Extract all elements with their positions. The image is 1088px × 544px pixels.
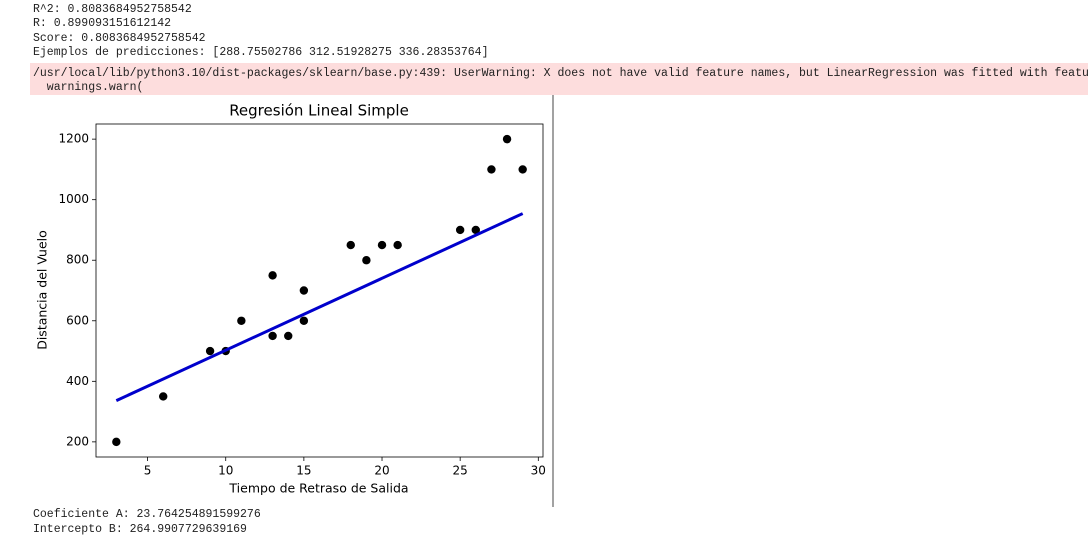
plot-frame <box>95 123 544 458</box>
data-point <box>393 240 402 250</box>
data-point <box>471 225 480 235</box>
data-point <box>112 437 121 447</box>
data-point <box>502 134 512 144</box>
data-point <box>346 240 355 250</box>
warning-line: /usr/local/lib/python3.10/dist-packages/… <box>33 67 1088 80</box>
data-point <box>377 240 387 250</box>
chart-title: Regresión Lineal Simple <box>229 102 409 120</box>
data-point <box>487 165 496 174</box>
x-tick-label: 5 <box>144 464 152 478</box>
y-axis-label: Distancia del Vuelo <box>35 230 50 350</box>
x-tick-label: 30 <box>531 464 546 478</box>
y-tick-label: 600 <box>66 313 89 327</box>
output-line: Intercepto B: 264.9907729639169 <box>33 523 247 536</box>
output-line: Coeficiente A: 23.764254891599276 <box>33 508 261 521</box>
data-point <box>455 225 465 235</box>
data-point <box>362 256 371 265</box>
data-point <box>237 316 246 325</box>
regression-line <box>115 212 524 402</box>
data-point <box>518 165 527 174</box>
data-point <box>299 286 309 295</box>
output-line: R^2: 0.8083684952758542 <box>33 3 192 16</box>
y-tick-label: 400 <box>66 374 89 388</box>
y-tick-label: 800 <box>66 253 89 267</box>
data-point <box>299 316 309 325</box>
data-point <box>268 331 277 341</box>
data-point <box>268 271 277 280</box>
x-tick-label: 10 <box>218 464 233 478</box>
warning-box <box>30 63 1088 95</box>
output-line: R: 0.899093151612142 <box>33 17 171 30</box>
warning-line: warnings.warn( <box>33 81 143 94</box>
x-tick-label: 25 <box>453 464 468 478</box>
x-axis-label: Tiempo de Retraso de Salida <box>228 481 408 496</box>
output-line: Ejemplos de predicciones: [288.75502786 … <box>33 46 488 59</box>
data-point <box>284 331 293 341</box>
y-tick-label: 1000 <box>58 192 89 206</box>
data-point <box>159 392 168 401</box>
y-tick-label: 1200 <box>58 132 89 146</box>
output-line: Score: 0.8083684952758542 <box>33 32 206 45</box>
x-tick-label: 15 <box>296 464 311 478</box>
data-point <box>205 346 215 356</box>
y-tick-label: 200 <box>66 434 89 448</box>
x-tick-label: 20 <box>374 464 389 478</box>
